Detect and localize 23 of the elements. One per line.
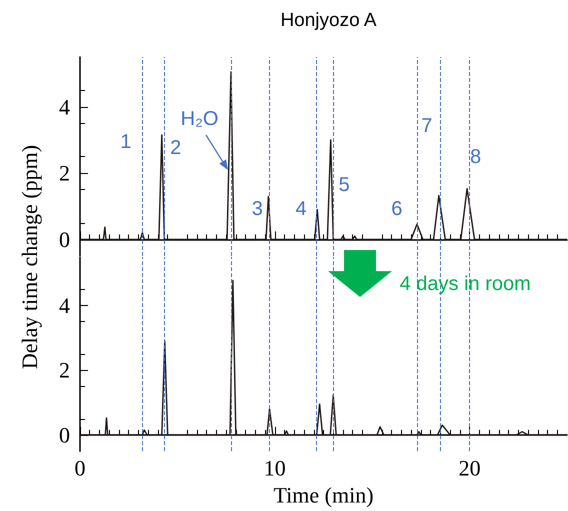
annotation: 1 <box>120 131 132 153</box>
y-axis-title: Delay time change (ppm) <box>17 144 43 370</box>
y-tick-label: 4 <box>59 94 70 120</box>
annotation: 2 <box>170 137 182 159</box>
chart-title: Honjyozo A <box>280 10 377 31</box>
x-axis-title: Time (min) <box>273 482 374 508</box>
y-tick-label: 0 <box>59 226 70 252</box>
annotation: 4 days in room <box>400 273 531 295</box>
x-tick-label: 20 <box>458 456 481 481</box>
y-tick-label: 4 <box>59 293 70 318</box>
annotation: 3 <box>252 198 263 220</box>
y-tick-label: 2 <box>59 358 70 383</box>
annotation: 5 <box>338 174 350 196</box>
y-tick-label: 0 <box>59 422 70 448</box>
annotation: 7 <box>421 115 432 137</box>
annotation: H₂O <box>180 108 218 130</box>
line-series <box>79 71 568 240</box>
annotation: 4 <box>296 198 307 220</box>
x-tick-label: 10 <box>264 456 286 481</box>
x-tick-label: 0 <box>74 456 86 481</box>
annotation: 8 <box>470 146 482 168</box>
annotation: 6 <box>391 198 402 220</box>
y-tick-label: 2 <box>59 160 70 186</box>
